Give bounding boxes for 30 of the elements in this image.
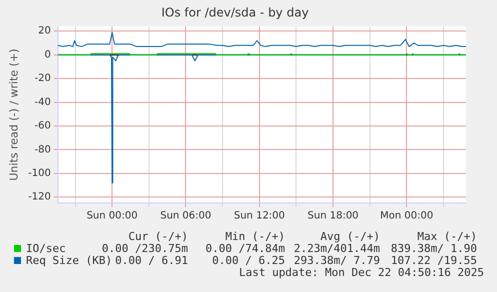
x-tick-label: Sun 06:00 [160, 210, 212, 222]
text: 0.00 /74.84m [206, 242, 285, 255]
text: 2.23m/401.44m [294, 242, 380, 255]
y-tick-label: -40 [34, 96, 51, 108]
text: 0.00 / 6.25 [212, 254, 285, 267]
y-tick-label: -80 [34, 144, 51, 156]
y-axis-title: Units read (-) / write (+) [7, 48, 20, 181]
text: 107.22 /19.55 [390, 254, 477, 267]
text: Last update: Mon Dec 22 04:50:16 2025 [238, 266, 484, 279]
chart-title: IOs for /dev/sda - by day [161, 5, 309, 20]
y-tick-label: -100 [28, 168, 51, 179]
legend-label: IO/sec [26, 242, 66, 255]
text: Max (-/+) [417, 230, 477, 243]
text: 0.00 / 6.91 [115, 254, 188, 267]
y-tick-label: -60 [34, 120, 51, 132]
x-tick-label: Mon 00:00 [380, 210, 434, 222]
text: Min (-/+) [225, 230, 285, 243]
legend-label: Req Size (KB) [26, 254, 112, 267]
text: Cur (-/+) [128, 230, 188, 243]
y-tick-label: -20 [34, 73, 51, 84]
y-tick-label: 0 [44, 49, 51, 60]
text: 839.38m/ 1.90 [390, 242, 477, 255]
text: Avg (-/+) [320, 230, 380, 243]
x-tick-label: Sun 18:00 [308, 210, 359, 222]
y-tick-label: 20 [38, 26, 51, 37]
y-tick-label: -120 [28, 192, 51, 203]
x-tick-label: Sun 00:00 [86, 210, 138, 222]
x-tick-label: Sun 12:00 [234, 210, 285, 222]
text: 0.00 /230.75m [102, 242, 188, 255]
text: 293.38m/ 7.79 [294, 254, 380, 267]
